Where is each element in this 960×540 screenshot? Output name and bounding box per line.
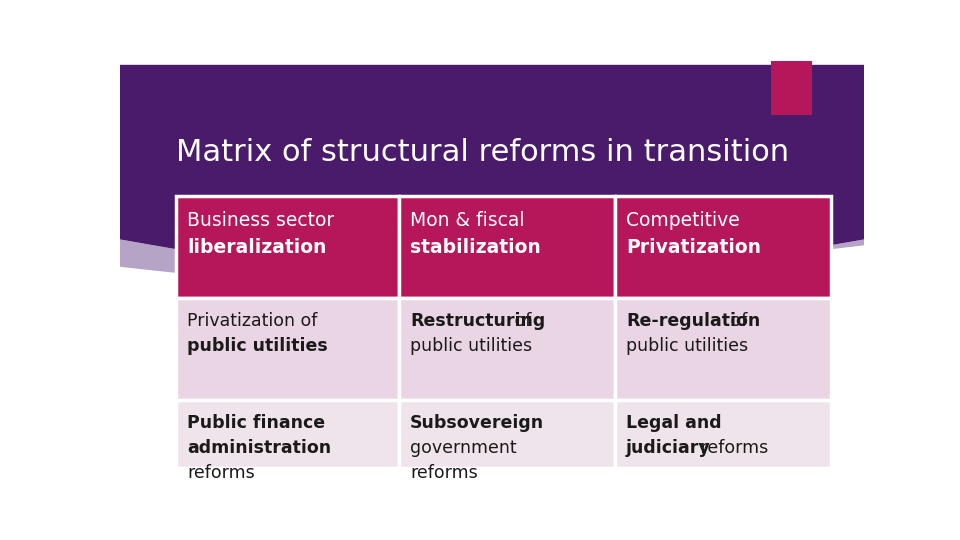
Text: Legal and: Legal and	[626, 414, 722, 432]
Text: Matrix of structural reforms in transition: Matrix of structural reforms in transiti…	[176, 138, 789, 167]
Text: public utilities: public utilities	[626, 338, 748, 355]
Text: public utilities: public utilities	[187, 338, 327, 355]
Bar	[399, 196, 614, 298]
Text: judiciary: judiciary	[626, 439, 710, 457]
Text: Subsovereign: Subsovereign	[410, 414, 544, 432]
Text: stabilization: stabilization	[410, 238, 540, 257]
Text: liberalization: liberalization	[187, 238, 326, 257]
Text: administration: administration	[187, 439, 331, 457]
Text: Re-regulation: Re-regulation	[626, 312, 760, 330]
Text: of: of	[510, 312, 532, 330]
Bar	[399, 298, 614, 400]
Bar	[771, 60, 812, 114]
Text: Public finance: Public finance	[187, 414, 325, 432]
Polygon shape	[120, 65, 864, 281]
Text: Restructuring: Restructuring	[410, 312, 545, 330]
Bar	[614, 400, 830, 468]
Text: of: of	[725, 312, 748, 330]
Text: reforms: reforms	[695, 439, 768, 457]
Text: reforms: reforms	[187, 464, 254, 482]
Text: reforms: reforms	[410, 464, 478, 482]
Text: Privatization of: Privatization of	[187, 312, 318, 330]
Text: Mon & fiscal: Mon & fiscal	[410, 211, 525, 230]
Bar	[176, 196, 399, 298]
Bar	[176, 298, 399, 400]
Text: Privatization: Privatization	[626, 238, 761, 257]
Text: government: government	[410, 439, 516, 457]
Bar	[614, 298, 830, 400]
Bar	[176, 400, 399, 468]
Bar	[399, 400, 614, 468]
Bar	[614, 196, 830, 298]
Text: public utilities: public utilities	[410, 338, 532, 355]
Polygon shape	[120, 239, 864, 285]
Text: Competitive: Competitive	[626, 211, 739, 230]
Text: Business sector: Business sector	[187, 211, 334, 230]
